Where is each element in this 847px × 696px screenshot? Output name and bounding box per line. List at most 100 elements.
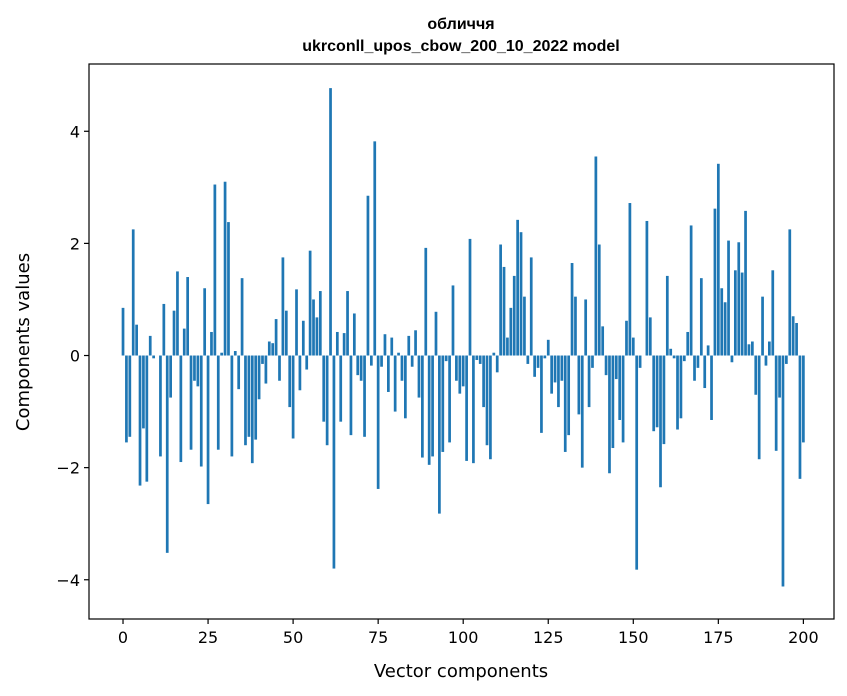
bar <box>254 355 258 440</box>
bar <box>482 355 485 408</box>
bar <box>431 355 434 457</box>
bar <box>387 355 390 392</box>
bar <box>145 355 149 482</box>
bar <box>444 355 448 362</box>
bar <box>301 320 305 356</box>
chart-subtitle: ukrconll_upos_cbow_200_10_2022 model <box>302 38 619 55</box>
x-tick-label: 25 <box>198 628 218 647</box>
bar <box>699 278 703 356</box>
y-tick-label: 2 <box>70 234 80 253</box>
y-tick-label: 0 <box>70 347 80 366</box>
bar <box>543 355 547 359</box>
bar <box>186 277 190 356</box>
bar <box>288 355 292 408</box>
bars-group <box>121 88 805 587</box>
bar <box>662 355 666 445</box>
bar <box>577 355 581 415</box>
bar <box>751 341 754 356</box>
bar <box>703 355 707 389</box>
bar <box>665 275 669 356</box>
bar <box>352 313 356 356</box>
bar <box>448 355 451 443</box>
bar <box>233 351 237 356</box>
bar <box>213 184 217 356</box>
bar <box>441 355 445 452</box>
bar <box>638 355 642 368</box>
bar <box>686 331 690 356</box>
bar <box>747 344 751 356</box>
bar <box>346 291 349 356</box>
bar <box>356 355 360 376</box>
bar <box>733 270 737 356</box>
bar <box>410 355 414 367</box>
bar <box>142 355 145 429</box>
bar <box>318 291 322 356</box>
y-tick-label: −2 <box>56 459 80 478</box>
bar <box>359 355 363 381</box>
bar <box>376 355 380 489</box>
bar <box>339 355 343 422</box>
bar <box>148 335 152 356</box>
bar <box>298 355 302 391</box>
bar <box>584 299 588 356</box>
bar <box>788 229 792 356</box>
bar <box>247 355 251 437</box>
x-tick-label: 100 <box>448 628 479 647</box>
bar <box>250 355 254 464</box>
y-axis-ticks: −4 −2 0 2 4 <box>56 122 89 590</box>
bar <box>625 320 628 356</box>
bar <box>465 355 468 461</box>
bar <box>189 355 193 450</box>
bar <box>349 355 353 436</box>
bar <box>516 219 519 356</box>
bar <box>693 355 696 381</box>
bar <box>523 296 526 356</box>
x-tick-label: 175 <box>703 628 734 647</box>
bar <box>468 238 472 356</box>
bar <box>291 355 295 439</box>
bar <box>342 333 346 356</box>
bar <box>135 324 138 356</box>
bar <box>257 355 261 400</box>
bar <box>162 303 166 356</box>
bar <box>121 307 125 356</box>
bar <box>196 355 200 387</box>
bar <box>223 181 227 356</box>
bar <box>567 355 571 436</box>
bar <box>261 355 264 364</box>
bar <box>529 257 533 356</box>
bar <box>682 355 686 362</box>
bar <box>540 355 543 433</box>
bar <box>696 355 700 368</box>
bar <box>438 355 441 514</box>
bar <box>621 355 625 443</box>
bar <box>421 355 424 458</box>
bar <box>152 355 155 359</box>
bar <box>614 355 618 380</box>
bar <box>774 355 778 451</box>
bar <box>764 355 768 366</box>
bar <box>676 355 679 430</box>
bar <box>182 328 186 356</box>
bar <box>771 270 775 356</box>
bar <box>369 355 373 366</box>
bar <box>325 355 329 446</box>
bar <box>240 278 244 356</box>
bar <box>594 156 598 356</box>
bar <box>237 355 241 390</box>
bar <box>778 355 781 398</box>
bar <box>512 275 516 356</box>
bar <box>655 355 659 428</box>
bar <box>560 355 564 381</box>
bar <box>274 319 278 356</box>
bar <box>393 355 397 412</box>
bar <box>533 355 536 377</box>
bar <box>495 355 499 373</box>
bar <box>315 317 319 356</box>
bar <box>550 355 554 394</box>
bar <box>193 355 196 381</box>
bar <box>278 355 281 381</box>
bar <box>740 272 744 356</box>
bar <box>329 88 332 356</box>
bar <box>506 337 509 356</box>
